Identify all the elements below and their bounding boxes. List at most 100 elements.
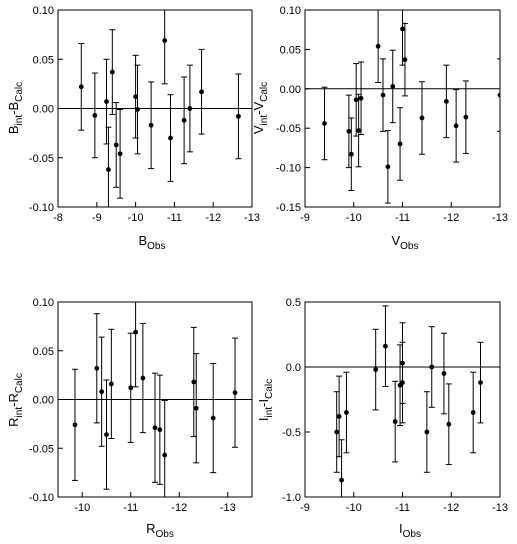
data-point	[117, 151, 123, 157]
data-point	[463, 114, 469, 120]
y-tick-label: 0.5	[286, 297, 301, 309]
data-point	[187, 106, 193, 111]
data-point	[99, 389, 105, 395]
y-axis-title-mid: -R	[6, 393, 21, 407]
y-axis-title: Vint-VCalc	[251, 82, 270, 134]
data-point	[128, 385, 134, 391]
y-tick-label: -0.10	[29, 492, 54, 504]
x-tick-label: -12	[443, 502, 459, 514]
x-tick-label: -11	[123, 502, 138, 514]
data-point	[383, 343, 388, 349]
data-point	[104, 432, 109, 437]
data-point	[72, 422, 78, 428]
x-axis-title-subscript: Obs	[400, 241, 418, 252]
data-series	[78, 10, 242, 207]
data-point	[470, 410, 476, 415]
data-point	[181, 117, 187, 123]
x-tick-label: -13	[492, 502, 508, 514]
y-axis-title: Rint-RCalc	[6, 373, 25, 427]
y-axis-title-subscript-2: Calc	[264, 379, 275, 399]
data-point	[400, 360, 405, 366]
data-series	[321, 10, 500, 204]
data-point	[339, 477, 344, 483]
data-point	[148, 122, 154, 128]
data-point	[236, 113, 241, 119]
y-tick-label: -0.5	[282, 427, 301, 439]
x-axis-title: RObs	[146, 521, 174, 540]
x-tick-label: -13	[492, 212, 508, 224]
data-point	[133, 94, 139, 100]
data-point	[348, 151, 354, 157]
y-axis-title-subscript-1: int	[259, 115, 270, 126]
data-point	[380, 92, 386, 98]
data-point	[441, 371, 447, 376]
data-point	[385, 164, 391, 170]
x-tick-label: -10	[346, 502, 362, 514]
data-point	[152, 425, 158, 431]
y-axis-title: Iint-ICalc	[256, 379, 275, 421]
x-axis-title-main: B	[138, 233, 147, 248]
y-tick-label: -0.15	[276, 202, 301, 214]
x-tick-label: -12	[205, 212, 221, 224]
data-point	[78, 84, 84, 90]
x-tick-label: -10	[346, 212, 362, 224]
panel-b-residuals: -8 -9 -10 -11 -12 -13-0.10-0.050.000.050.10BO…	[6, 5, 260, 252]
y-tick-label: 0.10	[280, 5, 301, 17]
y-axis-title-main: B	[6, 125, 21, 134]
y-tick-label: 0.0	[286, 362, 301, 374]
data-point	[104, 99, 109, 105]
x-axis-title-subscript: Obs	[147, 241, 165, 252]
x-axis-title: IObs	[399, 521, 421, 540]
panel-v-residuals: -9 -10 -11 -12 -13 -0.15 -0.10 -0.05 0.00 0.05 0.1…	[251, 5, 508, 252]
data-point	[390, 84, 396, 89]
data-point	[193, 405, 199, 411]
y-axis-title-main: I	[256, 417, 271, 421]
data-point	[356, 128, 362, 133]
data-point	[334, 429, 340, 435]
x-tick-label: -12	[443, 212, 459, 224]
data-point	[453, 123, 459, 129]
y-axis-title: Bint-BCalc	[6, 82, 25, 134]
y-tick-label: 0.05	[280, 44, 301, 56]
data-point	[322, 121, 327, 126]
y-axis-title-subscript-2: Calc	[14, 373, 25, 393]
x-tick-label: -10	[74, 502, 90, 514]
x-axis-title-subscript: Obs	[156, 529, 174, 540]
y-tick-label: 0.10	[33, 297, 54, 309]
data-point	[358, 95, 364, 101]
y-axis-title-mid: -V	[251, 102, 266, 115]
data-point	[373, 367, 379, 372]
data-point	[353, 97, 359, 103]
x-axis-title: VObs	[391, 233, 418, 252]
x-tick-label: -11	[167, 212, 182, 224]
y-tick-label: -1.0	[282, 492, 301, 504]
data-point	[133, 329, 139, 335]
plot-frame	[57, 9, 253, 208]
data-point	[140, 375, 146, 381]
data-point	[92, 112, 98, 118]
data-point	[232, 390, 238, 396]
x-tick-label: -11	[395, 212, 410, 224]
x-axis-title-main: V	[391, 233, 400, 248]
y-tick-label: -0.10	[29, 202, 54, 214]
data-point	[162, 38, 168, 43]
data-point	[168, 135, 173, 141]
data-point	[94, 365, 100, 371]
y-axis-title-main: R	[6, 417, 21, 426]
y-tick-label: -0.05	[29, 443, 54, 455]
plot-frame	[304, 301, 501, 498]
x-tick-label: -8	[53, 212, 63, 224]
y-tick-label: 0.10	[33, 5, 54, 17]
data-point	[199, 89, 204, 95]
y-tick-label: -0.10	[276, 163, 301, 175]
y-tick-label: 0.00	[33, 104, 54, 116]
y-axis-title-main: V	[251, 125, 266, 134]
y-tick-label: 0.05	[33, 346, 54, 358]
data-point	[108, 381, 114, 387]
x-axis-title: BObs	[138, 233, 165, 252]
x-tick-label: -10	[128, 212, 144, 224]
y-axis-title-subscript-2: Calc	[259, 82, 270, 102]
x-tick-label: -13	[244, 212, 260, 224]
data-series	[71, 302, 239, 497]
